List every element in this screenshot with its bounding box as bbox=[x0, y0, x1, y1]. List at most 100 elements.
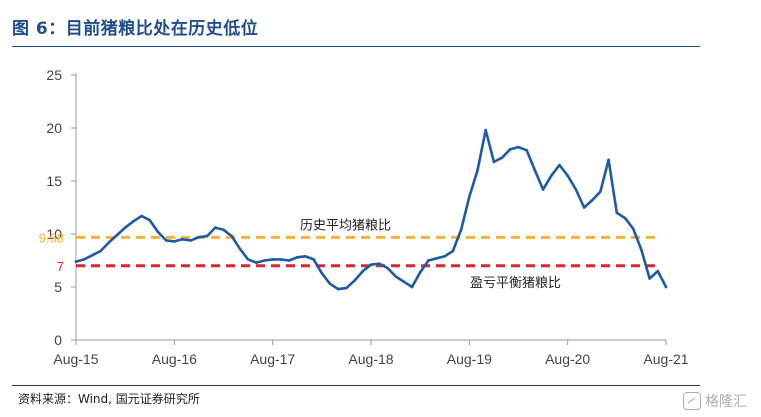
data-point bbox=[558, 163, 561, 167]
data-point bbox=[574, 188, 578, 191]
data-point bbox=[591, 198, 594, 202]
x-tick-label: Aug-17 bbox=[250, 351, 295, 367]
data-point bbox=[500, 156, 504, 159]
data-point bbox=[623, 216, 627, 220]
data-point bbox=[541, 188, 545, 191]
data-point bbox=[402, 280, 406, 284]
y-tick-label: 10 bbox=[46, 226, 62, 242]
data-point bbox=[336, 287, 340, 291]
data-point bbox=[533, 169, 537, 172]
data-point bbox=[427, 259, 430, 262]
data-point bbox=[296, 255, 299, 259]
data-point bbox=[238, 247, 242, 251]
data-point bbox=[115, 233, 119, 237]
data-point bbox=[394, 275, 397, 278]
y-tick-label: 20 bbox=[46, 120, 62, 136]
data-point bbox=[582, 206, 586, 209]
data-point bbox=[599, 190, 602, 193]
data-point bbox=[222, 228, 225, 232]
data-point bbox=[656, 269, 660, 273]
data-point bbox=[484, 128, 488, 132]
data-point bbox=[566, 174, 569, 177]
watermark: 格隆汇 bbox=[683, 391, 747, 411]
reference-lines bbox=[76, 235, 658, 268]
data-point bbox=[189, 239, 192, 242]
data-point bbox=[271, 258, 275, 261]
data-point bbox=[173, 240, 176, 243]
data-point bbox=[107, 241, 111, 244]
data-point bbox=[517, 145, 520, 149]
data-point bbox=[664, 285, 668, 289]
y-tick-label: 0 bbox=[54, 332, 62, 348]
footer-divider bbox=[12, 385, 700, 386]
data-point bbox=[525, 149, 528, 152]
data-point bbox=[320, 271, 324, 275]
data-point bbox=[410, 285, 414, 289]
watermark-logo-icon bbox=[683, 392, 701, 410]
data-point bbox=[435, 257, 438, 260]
chart-title: 图 6：目前猪粮比处在历史低位 bbox=[12, 19, 259, 39]
data-point bbox=[312, 258, 315, 261]
data-point bbox=[550, 174, 553, 177]
data-point bbox=[353, 279, 356, 282]
source-note: 资料来源：Wind, 国元证券研究所 bbox=[18, 392, 200, 406]
data-point bbox=[205, 234, 209, 238]
pig-grain-ratio-chart: 0 5 10 15 20 25 Aug-15 Aug-16 Aug-17 Aug-18 Aug-19… bbox=[39, 67, 689, 367]
avg-ratio-name-label: 历史平均猪粮比 bbox=[300, 218, 391, 233]
data-point bbox=[607, 158, 610, 162]
data-point bbox=[164, 239, 168, 242]
data-point bbox=[254, 261, 258, 264]
data-point bbox=[132, 220, 135, 223]
data-point bbox=[443, 254, 447, 258]
x-tick-label: Aug-19 bbox=[447, 351, 492, 367]
data-point bbox=[74, 260, 78, 263]
data-point bbox=[263, 259, 266, 262]
data-point bbox=[279, 258, 283, 261]
title-divider bbox=[12, 46, 700, 47]
data-point bbox=[287, 259, 291, 262]
data-point bbox=[369, 263, 373, 267]
data-point bbox=[386, 266, 389, 270]
breakeven-ratio-name-label: 盈亏平衡猪粮比 bbox=[470, 276, 561, 291]
data-point bbox=[82, 258, 86, 261]
data-point bbox=[181, 238, 184, 241]
data-point bbox=[459, 228, 463, 232]
x-tick-label: Aug-21 bbox=[643, 351, 688, 367]
data-point bbox=[640, 248, 643, 252]
data-point bbox=[156, 230, 160, 234]
x-tick-label: Aug-16 bbox=[152, 351, 197, 367]
axes: 0 5 10 15 20 25 Aug-15 Aug-16 Aug-17 Aug-18 Aug-19… bbox=[46, 67, 688, 367]
series-layer bbox=[74, 128, 668, 291]
data-point bbox=[140, 214, 143, 218]
x-tick-label: Aug-20 bbox=[545, 351, 590, 367]
data-point bbox=[377, 262, 381, 266]
data-point bbox=[492, 160, 496, 164]
data-point bbox=[214, 226, 217, 229]
watermark-text: 格隆汇 bbox=[705, 394, 747, 410]
data-point bbox=[230, 234, 233, 238]
y-tick-label: 25 bbox=[46, 67, 62, 83]
data-point bbox=[451, 249, 455, 253]
data-point bbox=[345, 286, 348, 290]
data-point bbox=[468, 195, 471, 199]
data-point bbox=[328, 282, 332, 286]
data-point bbox=[476, 169, 479, 172]
x-tick-label: Aug-18 bbox=[348, 351, 393, 367]
data-point bbox=[304, 254, 307, 258]
breakeven-ratio-value-label: 7 bbox=[57, 259, 64, 274]
data-point bbox=[148, 218, 152, 222]
data-point bbox=[246, 258, 250, 261]
y-tick-label: 5 bbox=[54, 279, 62, 295]
data-point bbox=[648, 277, 651, 280]
data-point bbox=[631, 227, 635, 230]
data-point bbox=[123, 226, 127, 229]
data-point bbox=[91, 253, 94, 257]
avg-ratio-value-label: 9.68 bbox=[39, 230, 64, 245]
x-tick-label: Aug-15 bbox=[53, 351, 98, 367]
data-point bbox=[197, 235, 201, 239]
data-point bbox=[361, 269, 365, 273]
data-point bbox=[615, 211, 619, 215]
data-point bbox=[99, 249, 102, 253]
data-point bbox=[418, 270, 422, 274]
